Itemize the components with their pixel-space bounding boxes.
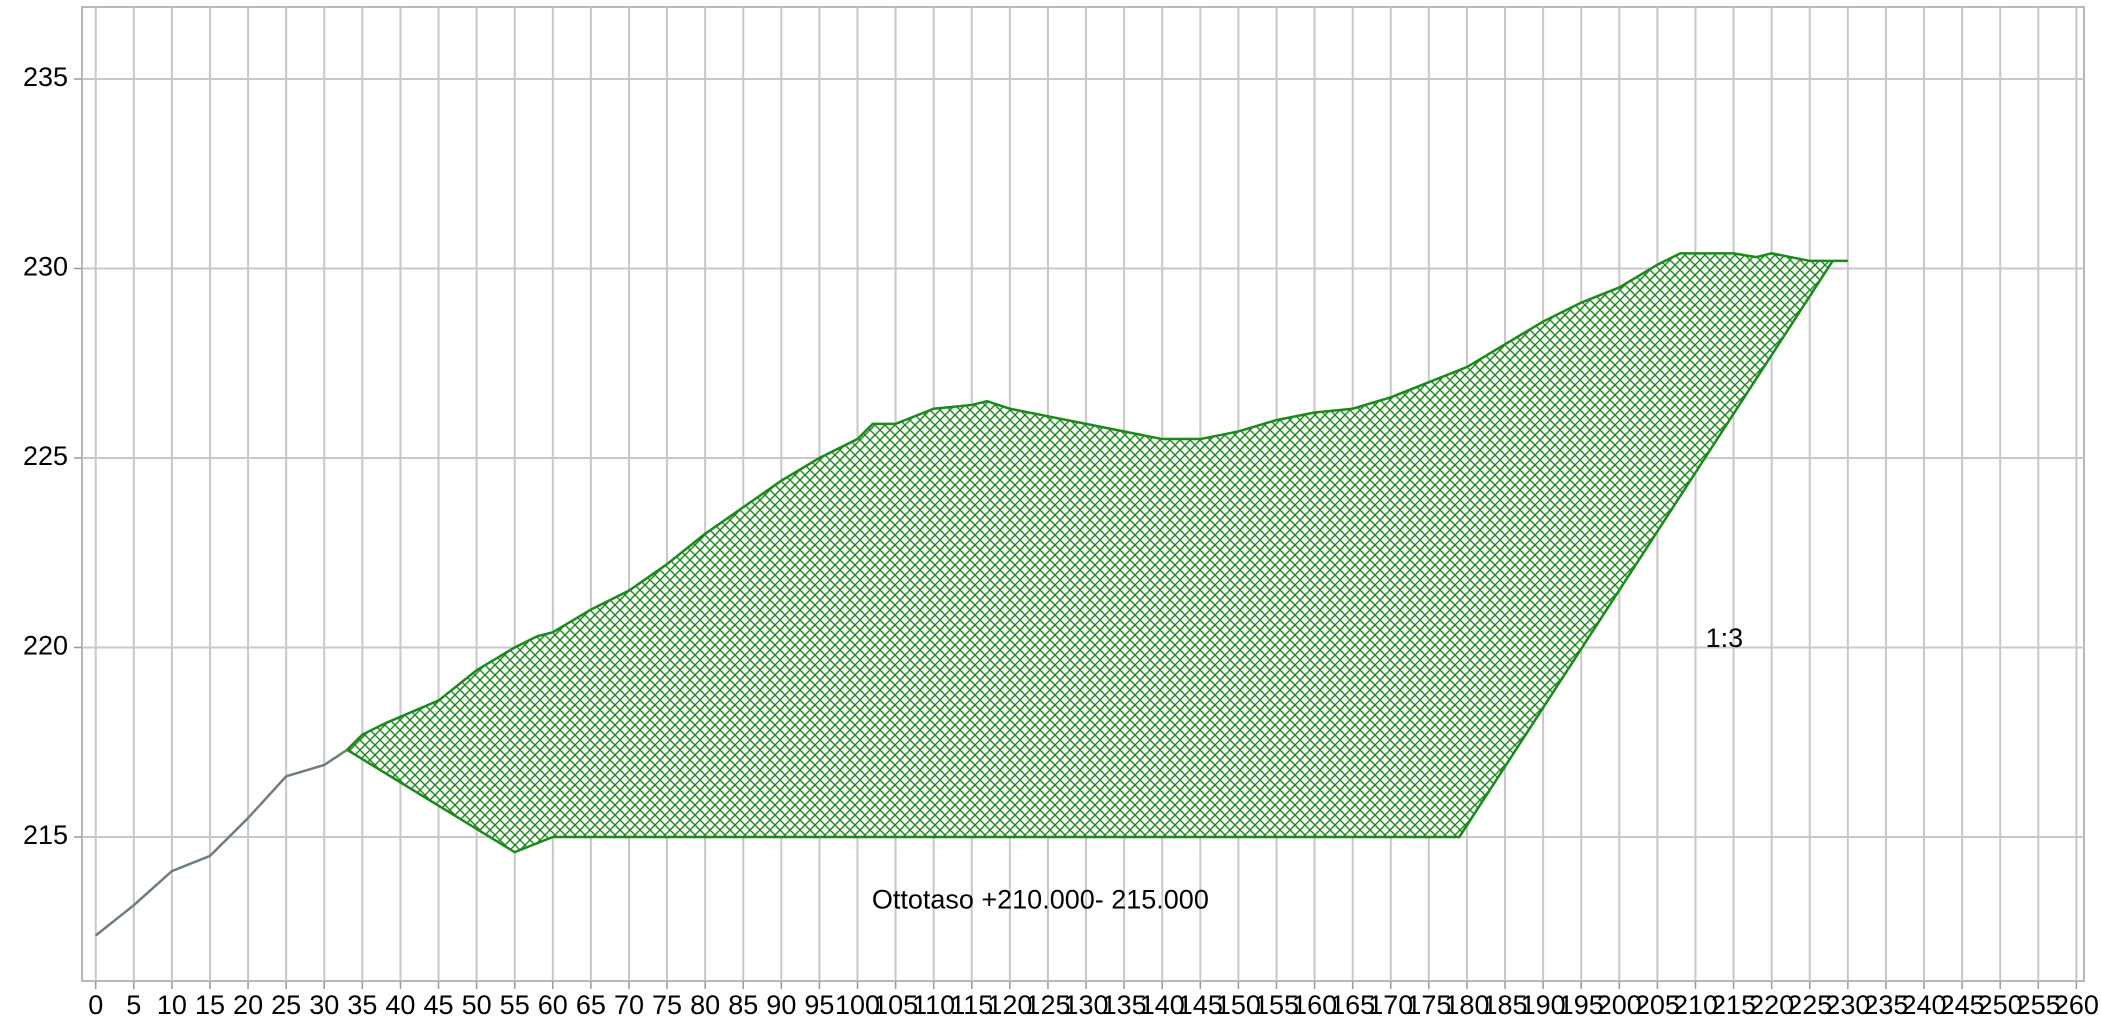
x-tick-label: 195 [1559,990,1604,1020]
x-tick-label: 175 [1406,990,1451,1020]
y-tick-label: 215 [23,820,68,850]
annotation: 1:3 [1706,623,1744,653]
x-tick-label: 15 [195,990,225,1020]
x-tick-label: 25 [271,990,301,1020]
fill-area [347,253,1848,853]
x-tick-label: 125 [1025,990,1070,1020]
x-tick-label: 5 [126,990,141,1020]
x-tick-label: 205 [1635,990,1680,1020]
x-tick-label: 210 [1673,990,1718,1020]
x-tick-label: 85 [728,990,758,1020]
x-tick-label: 0 [88,990,103,1020]
x-tick-label: 150 [1216,990,1261,1020]
y-tick-label: 230 [23,252,68,282]
y-tick-label: 225 [23,441,68,471]
x-tick-label: 120 [987,990,1032,1020]
x-tick-label: 50 [462,990,492,1020]
x-tick-label: 130 [1064,990,1109,1020]
x-tick-label: 165 [1330,990,1375,1020]
x-tick-label: 140 [1140,990,1185,1020]
x-tick-label: 45 [423,990,453,1020]
x-tick-label: 65 [576,990,606,1020]
x-tick-label: 190 [1521,990,1566,1020]
x-tick-label: 35 [347,990,377,1020]
x-tick-label: 95 [804,990,834,1020]
x-tick-label: 225 [1787,990,1832,1020]
x-tick-label: 185 [1483,990,1528,1020]
x-tick-label: 80 [690,990,720,1020]
x-tick-label: 235 [1863,990,1908,1020]
x-tick-label: 135 [1102,990,1147,1020]
y-tick-label: 235 [23,62,68,92]
x-tick-label: 40 [385,990,415,1020]
line [94,748,348,937]
x-tick-label: 145 [1178,990,1223,1020]
x-tick-label: 250 [1978,990,2023,1020]
x-tick-label: 155 [1254,990,1299,1020]
x-tick-label: 110 [912,990,955,1020]
x-tick-label: 260 [2054,990,2099,1020]
line [346,252,1848,751]
x-tick-label: 160 [1292,990,1337,1020]
x-tick-label: 20 [233,990,263,1020]
x-tick-label: 75 [652,990,682,1020]
x-tick-label: 55 [500,990,530,1020]
line [346,260,1834,854]
x-tick-label: 30 [309,990,339,1020]
x-tick-label: 245 [1940,990,1985,1020]
x-tick-label: 100 [835,990,880,1020]
x-tick-label: 115 [950,990,993,1020]
x-tick-label: 230 [1825,990,1870,1020]
x-tick-label: 170 [1368,990,1413,1020]
x-tick-label: 200 [1597,990,1642,1020]
x-tick-label: 105 [873,990,918,1020]
x-tick-label: 70 [614,990,644,1020]
y-tick-label: 220 [23,631,68,661]
x-tick-label: 180 [1444,990,1489,1020]
x-tick-label: 10 [157,990,187,1020]
x-tick-label: 215 [1711,990,1756,1020]
x-tick-label: 220 [1749,990,1794,1020]
x-tick-label: 255 [2016,990,2061,1020]
annotation: Ottotaso +210.000- 215.000 [872,885,1209,915]
x-tick-label: 90 [766,990,796,1020]
x-tick-label: 240 [1901,990,1946,1020]
x-tick-label: 60 [538,990,568,1020]
